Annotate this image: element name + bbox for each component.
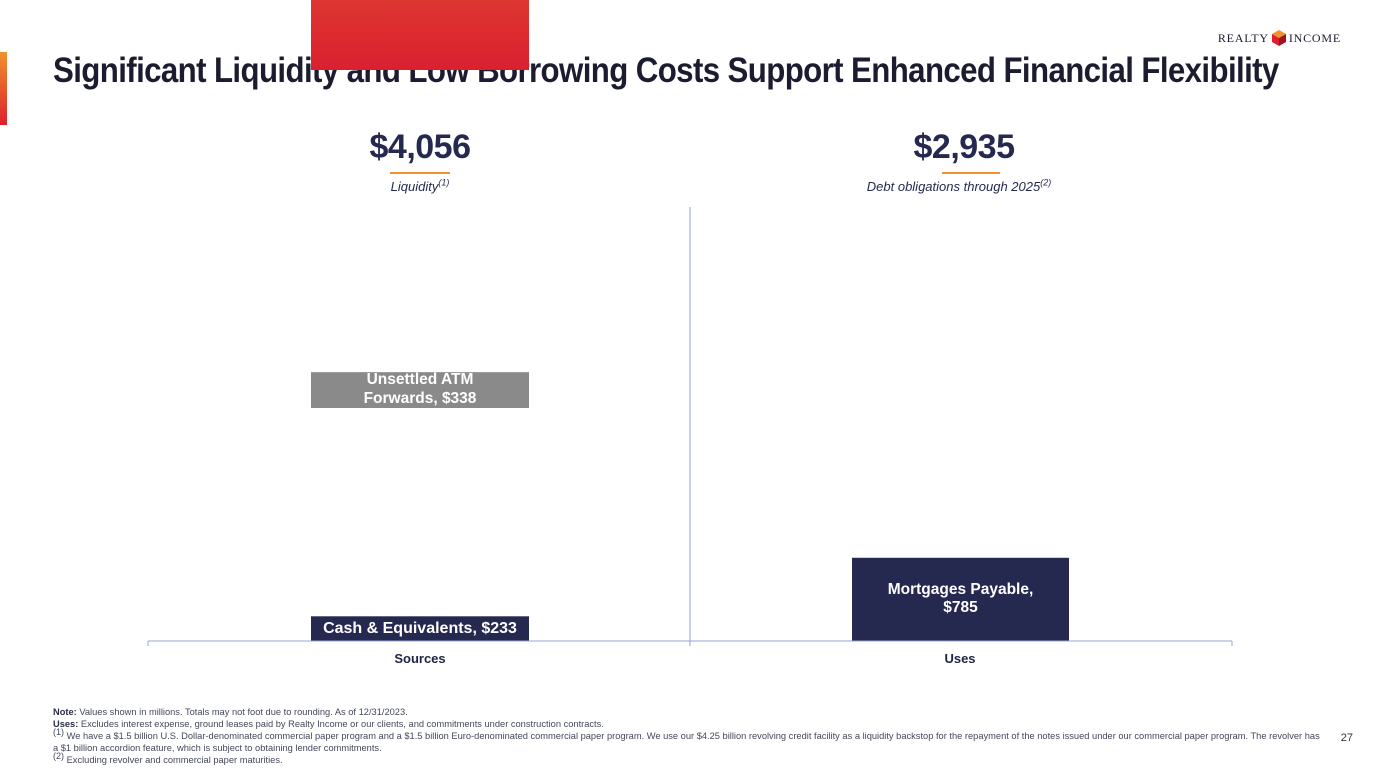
sources-caption-text: Liquidity — [390, 179, 439, 194]
footnote-1: (1) We have a $1.5 billion U.S. Dollar-d… — [53, 727, 1323, 754]
sources-caption: Liquidity(1) — [220, 177, 620, 194]
footnote-1-mark: (1) — [53, 727, 64, 738]
footnote-1-text: We have a $1.5 billion U.S. Dollar-denom… — [53, 731, 1320, 754]
footnote-2-text: Excluding revolver and commercial paper … — [66, 755, 283, 766]
sources-caption-sup: (1) — [438, 177, 450, 188]
x-tick-sources: Sources — [394, 651, 446, 666]
bar-label-mortgages-payable: Mortgages Payable, $785 — [852, 558, 1069, 641]
footnote-2: (2) Excluding revolver and commercial pa… — [53, 751, 1323, 766]
logo-text-left: REALTY — [1217, 30, 1269, 45]
realty-income-logo: REALTY INCOME — [1218, 30, 1341, 46]
footnote-note: Note: Values shown in millions. Totals m… — [53, 706, 1323, 718]
accent-bar — [0, 52, 7, 125]
uses-caption-sup: (2) — [1040, 177, 1052, 188]
page-number: 27 — [1340, 732, 1353, 744]
cube-logo-icon — [1271, 30, 1286, 46]
footnote-uses-label: Uses: — [53, 719, 79, 730]
sources-underline — [390, 172, 450, 174]
uses-caption: Debt obligations through 2025(2) — [759, 177, 1159, 194]
footnote-2-mark: (2) — [53, 751, 64, 762]
uses-underline — [942, 172, 1000, 174]
bar-segment-revolver-availability — [311, 0, 529, 70]
bar-label-text: Mortgages Payable, $785 — [887, 580, 1034, 617]
bar-segment-cash-equivalents — [311, 616, 529, 641]
footnote-note-text: Values shown in millions. Totals may not… — [79, 707, 408, 717]
x-tick-uses: Uses — [944, 651, 976, 666]
bar-segment-mortgages-payable — [852, 557, 1069, 641]
bar-label-text: Cash & Equivalents, $233 — [323, 620, 517, 638]
bar-segment-unsettled-atm-forwards — [311, 372, 529, 408]
uses-total: $2,935 — [913, 128, 1016, 166]
sources-total: $4,056 — [369, 128, 472, 166]
footnote-uses: Uses: Excludes interest expense, ground … — [53, 718, 1323, 730]
bar-label-cash-equivalents: Cash & Equivalents, $233 — [311, 616, 529, 641]
footnote-uses-text: Excludes interest expense, ground leases… — [80, 719, 604, 730]
uses-caption-text: Debt obligations through 2025 — [866, 179, 1041, 194]
bar-label-text: Unsettled ATM Forwards, $338 — [363, 371, 477, 408]
bar-label-unsettled-atm-forwards: Unsettled ATM Forwards, $338 — [311, 371, 529, 408]
footnote-note-label: Note: — [53, 707, 77, 717]
logo-text-right: INCOME — [1288, 30, 1341, 45]
footnotes: Note: Values shown in millions. Totals m… — [53, 706, 1323, 766]
page-title: Significant Liquidity and Low Borrowing … — [53, 50, 1279, 90]
